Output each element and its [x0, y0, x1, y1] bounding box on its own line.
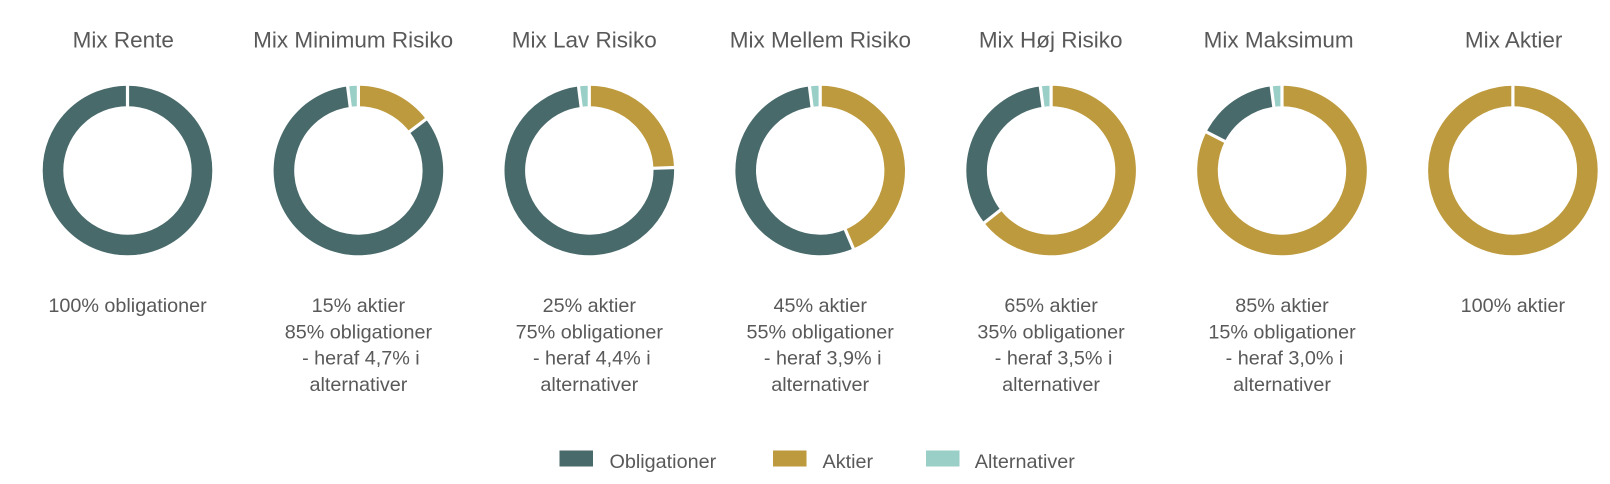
svg-text:- heraf 4,7% i: - heraf 4,7% i	[302, 348, 420, 370]
svg-text:35% obligationer: 35% obligationer	[977, 321, 1125, 343]
svg-text:55% obligationer: 55% obligationer	[747, 321, 895, 343]
svg-text:alternativer: alternativer	[540, 374, 638, 396]
svg-text:Mix Minimum Risiko: Mix Minimum Risiko	[253, 28, 453, 53]
svg-text:- heraf 3,0% i: - heraf 3,0% i	[1226, 348, 1344, 370]
svg-text:45% aktier: 45% aktier	[773, 295, 867, 317]
svg-text:Alternativer: Alternativer	[975, 451, 1075, 473]
svg-text:Mix Høj Risiko: Mix Høj Risiko	[979, 28, 1123, 53]
svg-text:Mix Mellem Risiko: Mix Mellem Risiko	[730, 28, 911, 53]
svg-text:alternativer: alternativer	[309, 374, 407, 396]
svg-text:15% aktier: 15% aktier	[312, 295, 406, 317]
svg-text:65% aktier: 65% aktier	[1004, 295, 1098, 317]
svg-text:100% obligationer: 100% obligationer	[48, 295, 207, 317]
svg-text:- heraf 3,5% i: - heraf 3,5% i	[995, 348, 1113, 370]
svg-text:Mix Aktier: Mix Aktier	[1465, 28, 1563, 53]
svg-text:85% aktier: 85% aktier	[1235, 295, 1329, 317]
svg-text:Aktier: Aktier	[823, 451, 874, 473]
svg-text:alternativer: alternativer	[771, 374, 869, 396]
svg-text:25% aktier: 25% aktier	[543, 295, 637, 317]
svg-text:Mix Maksimum: Mix Maksimum	[1204, 28, 1354, 53]
svg-text:Obligationer: Obligationer	[610, 451, 717, 473]
svg-text:alternativer: alternativer	[1002, 374, 1100, 396]
svg-text:alternativer: alternativer	[1233, 374, 1331, 396]
svg-text:- heraf 3,9% i: - heraf 3,9% i	[764, 348, 882, 370]
svg-text:Mix Lav Risiko: Mix Lav Risiko	[512, 28, 657, 53]
svg-text:100% aktier: 100% aktier	[1461, 295, 1566, 317]
svg-text:Mix Rente: Mix Rente	[73, 28, 174, 53]
svg-text:85% obligationer: 85% obligationer	[285, 321, 433, 343]
svg-text:15% obligationer: 15% obligationer	[1208, 321, 1356, 343]
svg-text:75% obligationer: 75% obligationer	[516, 321, 664, 343]
svg-text:- heraf 4,4% i: - heraf 4,4% i	[533, 348, 651, 370]
